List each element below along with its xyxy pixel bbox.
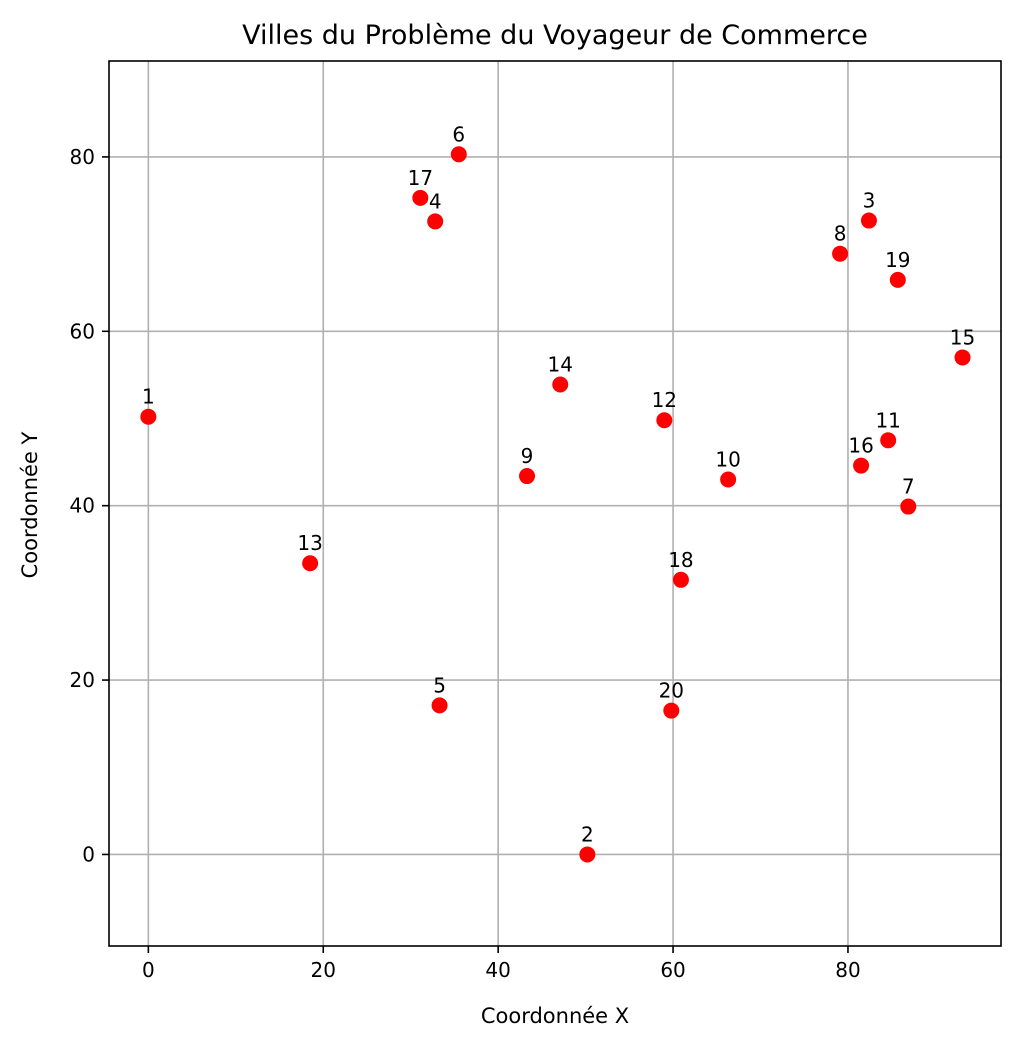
plot-frame bbox=[108, 60, 1002, 947]
ticks: 0 20 40 60 80 0 20 40 60 80 bbox=[70, 145, 861, 982]
city-point bbox=[720, 471, 737, 488]
city-label: 7 bbox=[902, 475, 915, 499]
city-point bbox=[900, 498, 917, 515]
x-tick-label: 40 bbox=[485, 958, 510, 982]
city-label: 8 bbox=[834, 222, 847, 246]
city-label: 15 bbox=[950, 325, 975, 349]
city-label: 3 bbox=[863, 189, 876, 213]
city-label: 1 bbox=[142, 385, 155, 409]
city-label: 11 bbox=[875, 408, 900, 432]
city-point bbox=[889, 271, 906, 288]
city-point bbox=[412, 189, 429, 206]
y-axis-label: Coordonnée Y bbox=[18, 431, 42, 578]
city-label: 5 bbox=[433, 673, 446, 697]
y-tick-label: 60 bbox=[70, 319, 95, 343]
chart-title: Villes du Problème du Voyageur de Commer… bbox=[242, 20, 868, 51]
x-tick-label: 20 bbox=[311, 958, 336, 982]
city-point bbox=[302, 555, 319, 572]
city-point bbox=[450, 146, 467, 163]
city-point bbox=[656, 412, 673, 429]
y-tick-label: 0 bbox=[82, 842, 95, 866]
x-tick-label: 80 bbox=[835, 958, 860, 982]
city-label: 13 bbox=[297, 531, 322, 555]
x-tick-label: 60 bbox=[660, 958, 685, 982]
city-point bbox=[427, 213, 444, 230]
city-point bbox=[552, 376, 569, 393]
city-point bbox=[431, 697, 448, 714]
city-label: 9 bbox=[521, 444, 534, 468]
city-point bbox=[860, 212, 877, 229]
city-label: 2 bbox=[581, 822, 594, 846]
city-point bbox=[880, 432, 897, 449]
city-label: 16 bbox=[848, 434, 873, 458]
x-tick-label: 0 bbox=[142, 958, 155, 982]
city-point bbox=[579, 846, 596, 863]
city-point bbox=[853, 457, 870, 474]
city-label: 20 bbox=[659, 679, 684, 703]
city-point bbox=[140, 408, 157, 425]
city-label: 14 bbox=[548, 352, 573, 376]
city-point bbox=[832, 245, 849, 262]
city-label: 10 bbox=[715, 448, 740, 472]
grid bbox=[109, 61, 1001, 946]
city-label: 19 bbox=[885, 248, 910, 272]
y-tick-label: 80 bbox=[70, 145, 95, 169]
city-label: 12 bbox=[652, 388, 677, 412]
city-point bbox=[672, 571, 689, 588]
city-point bbox=[663, 702, 680, 719]
city-label: 6 bbox=[452, 122, 465, 146]
city-point bbox=[954, 349, 971, 366]
city-label: 18 bbox=[668, 548, 693, 572]
city-label: 17 bbox=[408, 166, 433, 190]
city-point bbox=[519, 468, 536, 485]
city-label: 4 bbox=[429, 189, 442, 213]
y-tick-label: 40 bbox=[70, 494, 95, 518]
points bbox=[140, 146, 971, 863]
y-tick-label: 20 bbox=[70, 668, 95, 692]
x-axis-label: Coordonnée X bbox=[481, 1004, 629, 1028]
